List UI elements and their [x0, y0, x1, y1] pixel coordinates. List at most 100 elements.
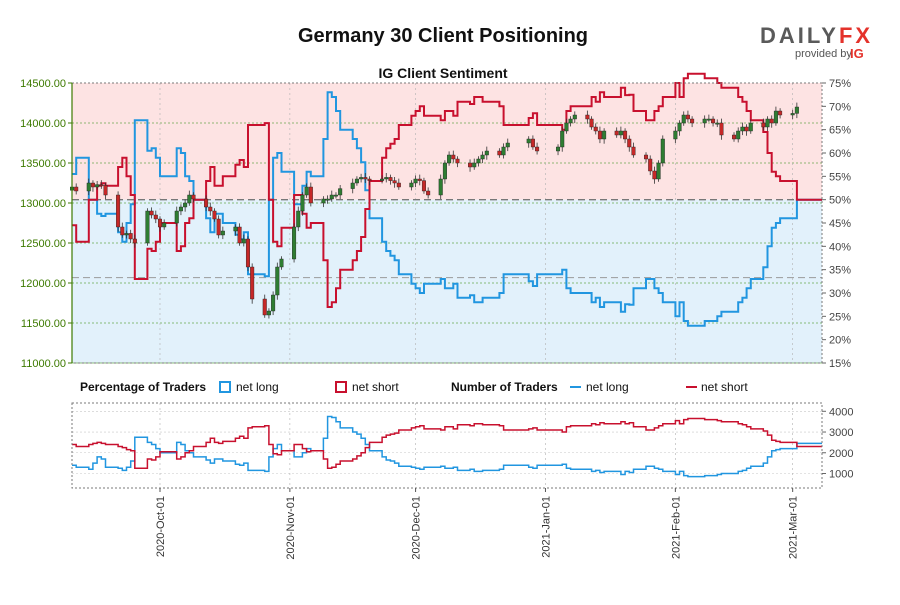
percent-tick-label: 30%	[829, 288, 851, 300]
percent-tick-label: 25%	[829, 311, 851, 323]
candle-body	[426, 190, 431, 196]
candle-body	[116, 194, 121, 228]
candle-body	[468, 162, 473, 168]
candle-body	[648, 158, 653, 172]
price-tick-label: 13000.00	[20, 198, 66, 210]
candle-body	[354, 178, 359, 184]
candle-body	[564, 122, 569, 132]
candle-body	[711, 118, 716, 124]
candle-body	[300, 194, 305, 212]
candle-body	[279, 258, 284, 268]
brand-name: DAILYFX	[760, 23, 873, 48]
candle-body	[497, 150, 502, 156]
candle-body	[472, 162, 477, 168]
candle-body	[350, 182, 355, 189]
candle-body	[124, 233, 129, 236]
candle-body	[262, 298, 267, 316]
candle-body	[388, 177, 393, 181]
candle-body	[778, 110, 783, 116]
candle-body	[157, 218, 162, 228]
candle-body	[220, 230, 225, 236]
candle-body	[589, 118, 594, 128]
legend-number-title: Number of Traders	[451, 380, 558, 394]
candle-body	[99, 184, 104, 187]
candle-body	[363, 177, 368, 180]
candle-body	[681, 114, 686, 124]
candle-body	[338, 188, 343, 196]
price-candles	[69, 102, 799, 319]
candle-body	[266, 310, 271, 316]
candle-body	[702, 118, 707, 124]
candle-body	[250, 266, 255, 300]
percent-tick-label: 20%	[829, 335, 851, 347]
candle-body	[744, 126, 749, 132]
candle-body	[308, 186, 313, 204]
percent-tick-label: 50%	[829, 195, 851, 207]
candle-body	[120, 226, 125, 236]
trader-count-axis-ticks: 4000 3000 2000 1000	[822, 406, 853, 480]
candle-body	[535, 146, 540, 152]
candle-body	[162, 222, 167, 228]
candle-body	[447, 154, 452, 164]
candle-body	[476, 158, 481, 164]
chart-title: Germany 30 Client Positioning	[298, 25, 588, 47]
candle-body	[748, 122, 753, 132]
percent-axis-ticks: 75% 70% 65% 60% 55% 50% 45% 40% 35% 30% 25% 20% 15%	[822, 78, 851, 370]
candle-body	[740, 126, 745, 132]
candle-body	[736, 130, 741, 140]
candle-body	[292, 226, 297, 260]
candle-body	[216, 218, 221, 236]
candle-body	[304, 186, 309, 196]
date-axis-ticks: 2020-Oct-01 2020-Nov-01 2020-Dec-01 2021-Ja…	[155, 488, 800, 560]
candle-body	[677, 122, 682, 132]
candle-body	[627, 138, 632, 148]
candle-body	[191, 194, 196, 200]
candle-body	[329, 194, 334, 200]
candle-body	[325, 198, 330, 201]
candle-body	[333, 194, 338, 197]
chart-subtitle: IG Client Sentiment	[378, 65, 507, 81]
candle-body	[765, 118, 770, 128]
percent-tick-label: 35%	[829, 265, 851, 277]
candle-body	[296, 210, 301, 228]
candle-body	[623, 130, 628, 140]
candle-body	[644, 154, 649, 160]
legend-num-long-label: net long	[586, 380, 629, 394]
candle-body	[245, 238, 250, 268]
legend-pct-long-label: net long	[236, 380, 279, 394]
price-axis-ticks: 14500.00 14000.00 13500.00 13000.00 12500.00…	[20, 78, 73, 370]
candle-body	[585, 114, 590, 120]
candle-body	[208, 206, 213, 212]
candle-body	[451, 154, 456, 160]
trader-count-gridlines	[72, 410, 822, 474]
candle-body	[790, 113, 795, 116]
candle-body	[174, 210, 179, 224]
price-tick-label: 13500.00	[20, 158, 66, 170]
candle-body	[455, 158, 460, 164]
candle-body	[204, 198, 209, 208]
candle-body	[438, 178, 443, 196]
candle-body	[568, 118, 573, 124]
candle-body	[631, 146, 636, 156]
percent-tick-label: 65%	[829, 125, 851, 137]
trader-tick-label: 3000	[829, 427, 853, 439]
date-tick-label: 2021-Feb-01	[670, 496, 682, 559]
percent-tick-label: 75%	[829, 78, 851, 90]
percent-tick-label: 45%	[829, 218, 851, 230]
candle-body	[413, 178, 418, 184]
date-tick-label: 2020-Nov-01	[285, 496, 297, 560]
brand-provided-by: provided by	[795, 48, 852, 60]
candle-body	[86, 182, 91, 192]
candle-body	[384, 177, 389, 180]
legend-num-short-label: net short	[701, 380, 748, 394]
candle-body	[409, 182, 414, 188]
candle-body	[396, 182, 401, 188]
net-long-percent-line	[72, 91, 822, 327]
long-background-region	[72, 199, 822, 363]
candle-body	[149, 210, 154, 216]
candle-body	[90, 182, 95, 188]
candle-body	[769, 118, 774, 124]
lower-plot-frame	[71, 402, 823, 489]
